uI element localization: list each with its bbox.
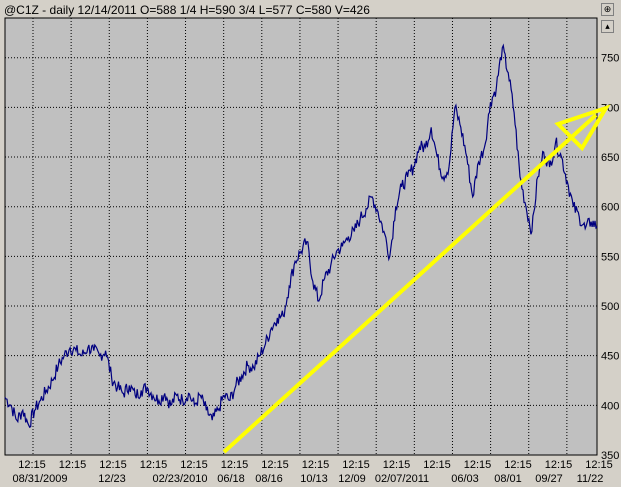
x-date-label: 10/13 — [300, 473, 328, 485]
x-date-label: 12/09 — [338, 473, 366, 485]
trend-arrow-shaft — [222, 113, 598, 454]
magnify-icon[interactable]: ⊕ — [601, 3, 614, 16]
x-time-label: 12:15 — [423, 459, 451, 471]
x-time-label: 12:15 — [18, 459, 46, 471]
x-time-label: 12:15 — [261, 459, 289, 471]
x-time-label: 12:15 — [383, 459, 411, 471]
x-time-label: 12:15 — [464, 459, 492, 471]
x-time-label: 12:15 — [504, 459, 532, 471]
x-date-label: 11/22 — [577, 473, 604, 485]
trend-arrow-head — [554, 104, 611, 152]
chart-title: @C1Z - daily 12/14/2011 O=588 1/4 H=590 … — [4, 3, 370, 17]
x-date-label: 06/03 — [451, 473, 479, 485]
x-time-label: 12:15 — [59, 459, 87, 471]
x-time-label: 12:15 — [302, 459, 330, 471]
x-time-label: 12:15 — [180, 459, 208, 471]
x-time-label: 12:15 — [221, 459, 249, 471]
x-date-label: 08/16 — [255, 473, 283, 485]
x-time-label: 12:15 — [99, 459, 127, 471]
x-time-label: 12:15 — [342, 459, 370, 471]
x-date-label: 02/23/2010 — [152, 473, 207, 485]
y-tick-label: 450 — [601, 351, 619, 363]
y-tick-label: 600 — [601, 202, 619, 214]
x-time-label: 12:15 — [545, 459, 573, 471]
price-line — [4, 43, 598, 429]
x-date-label: 08/01 — [494, 473, 522, 485]
x-date-label: 02/07/2011 — [375, 473, 429, 485]
y-tick-label: 650 — [601, 152, 619, 164]
x-time-label: 12:15 — [140, 459, 168, 471]
x-time-label: 12:15 — [585, 459, 613, 471]
y-tick-label: 500 — [601, 301, 619, 313]
scroll-arrow-icon[interactable]: ▴ — [601, 20, 614, 33]
y-tick-label: 400 — [601, 400, 619, 412]
plot-area — [4, 17, 598, 456]
x-date-label: 09/27 — [535, 473, 563, 485]
x-date-label: 06/18 — [217, 473, 245, 485]
y-tick-label: 550 — [601, 251, 619, 263]
y-tick-label: 350 — [601, 450, 619, 462]
x-date-label: 08/31/2009 — [12, 473, 67, 485]
x-date-label: 12/23 — [98, 473, 126, 485]
y-tick-label: 750 — [601, 53, 619, 65]
